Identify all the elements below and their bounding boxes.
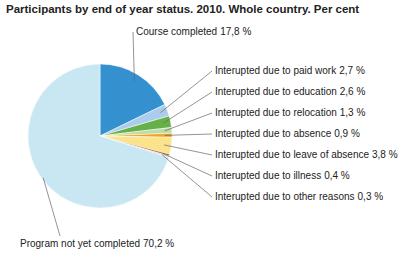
leader-line (162, 155, 212, 197)
data-label: Interupted due to illness0,4 % (215, 170, 350, 181)
label-value: 0,9 % (334, 128, 360, 139)
slices (28, 64, 172, 208)
leader-line (160, 71, 212, 113)
data-label: Interupted due to relocation1,3 % (215, 107, 365, 118)
leader-line (133, 32, 134, 81)
label-value: 0,4 % (324, 170, 350, 181)
label-value: 70,2 % (143, 238, 174, 249)
data-label: Interupted due to leave of absence3,8 % (215, 149, 398, 160)
label-value: 0,3 % (358, 191, 384, 202)
label-value: 17,8 % (220, 26, 251, 37)
chart: Participants by end of year status. 2010… (0, 0, 401, 261)
data-label: Interupted due to other reasons0,3 % (215, 191, 383, 202)
data-label: Course completed17,8 % (136, 26, 251, 37)
label-category: Interupted due to education (215, 86, 337, 97)
label-category: Interupted due to absence (215, 128, 332, 139)
title: Participants by end of year status. 2010… (6, 3, 359, 15)
data-label: Program not yet completed70,2 % (20, 238, 174, 249)
pie-slice (100, 116, 171, 136)
leader-line (164, 145, 212, 155)
label-value: 1,3 % (340, 107, 366, 118)
leader-line (165, 134, 212, 135)
labels: Course completed17,8 % Interupted due to … (20, 26, 398, 249)
label-category: Program not yet completed (20, 238, 140, 249)
label-value: 3,8 % (372, 149, 398, 160)
label-value: 2,7 % (339, 65, 365, 76)
leader-line (43, 178, 60, 236)
leader-line (163, 92, 212, 123)
data-label: Interupted due to absence0,9 % (215, 128, 360, 139)
label-category: Interupted due to leave of absence (215, 149, 369, 160)
label-category: Interupted due to paid work (215, 65, 337, 76)
label-value: 2,6 % (340, 86, 366, 97)
label-category: Interupted due to relocation (215, 107, 337, 118)
data-label: Interupted due to education2,6 % (215, 86, 365, 97)
leader-line (162, 153, 212, 176)
label-category: Interupted due to illness (215, 170, 321, 181)
leader-line (165, 113, 212, 131)
label-category: Course completed (136, 26, 217, 37)
pie-slice (28, 64, 169, 208)
data-label: Interupted due to paid work2,7 % (215, 65, 365, 76)
label-category: Interupted due to other reasons (215, 191, 355, 202)
